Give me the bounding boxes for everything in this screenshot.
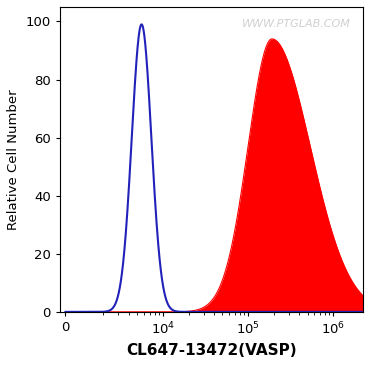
Text: WWW.PTGLAB.COM: WWW.PTGLAB.COM [242, 19, 351, 29]
X-axis label: CL647-13472(VASP): CL647-13472(VASP) [126, 343, 297, 358]
Y-axis label: Relative Cell Number: Relative Cell Number [7, 89, 20, 230]
